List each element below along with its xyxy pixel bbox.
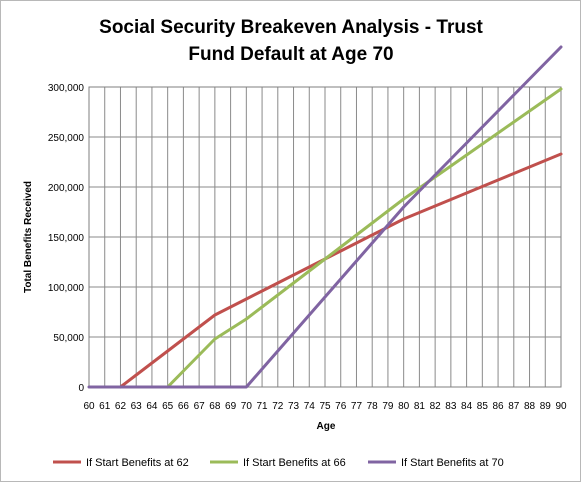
x-tick-label: 68 [209, 401, 221, 412]
gridlines [88, 86, 562, 388]
y-tick-label: 250,000 [48, 133, 85, 144]
x-tick-label: 72 [272, 401, 284, 412]
legend-label: If Start Benefits at 70 [401, 457, 504, 469]
x-tick-label: 76 [335, 401, 347, 412]
x-tick-label: 86 [493, 401, 505, 412]
x-tick-label: 78 [367, 401, 379, 412]
x-tick-label: 90 [555, 401, 567, 412]
legend-item-2: If Start Benefits at 66 [210, 457, 346, 469]
x-tick-label: 80 [398, 401, 410, 412]
x-tick-label: 83 [445, 401, 457, 412]
x-tick-label: 82 [430, 401, 442, 412]
x-tick-label: 64 [146, 401, 158, 412]
x-tick-label: 84 [461, 401, 473, 412]
x-tick-label: 77 [351, 401, 363, 412]
series-line-1 [118, 152, 563, 389]
x-tick-label: 61 [99, 401, 111, 412]
legend-item-1: If Start Benefits at 62 [53, 457, 189, 469]
x-tick-label: 88 [524, 401, 536, 412]
x-tick-label: 89 [540, 401, 552, 412]
series-line-3 [87, 45, 563, 389]
y-axis-tick-labels: 0 50,000 100,000 150,000 200,000 250,000 300,0… [48, 83, 85, 394]
y-tick-label: 150,000 [48, 233, 85, 244]
y-tick-label: 200,000 [48, 183, 85, 194]
x-tick-label: 74 [304, 401, 316, 412]
legend-label: If Start Benefits at 62 [86, 457, 189, 469]
x-tick-label: 71 [257, 401, 269, 412]
legend-label: If Start Benefits at 66 [243, 457, 346, 469]
y-tick-label: 50,000 [53, 333, 84, 344]
x-tick-label: 67 [194, 401, 206, 412]
x-tick-label: 85 [477, 401, 489, 412]
x-tick-label: 69 [225, 401, 237, 412]
x-tick-label: 62 [115, 401, 127, 412]
y-tick-label: 0 [78, 383, 84, 394]
y-tick-label: 300,000 [48, 83, 85, 94]
x-axis-tick-labels: 60 61 62 63 64 65 66 67 68 69 70 71 72 73 74 75 76 77 78 79… [83, 401, 567, 412]
x-tick-label: 65 [162, 401, 174, 412]
x-axis-title: Age [317, 421, 336, 432]
plot-area-border [88, 86, 562, 388]
x-tick-label: 75 [319, 401, 331, 412]
x-tick-label: 87 [508, 401, 520, 412]
x-tick-label: 73 [288, 401, 300, 412]
y-axis-title: Total Benefits Received [23, 181, 34, 293]
y-tick-label: 100,000 [48, 283, 85, 294]
x-tick-label: 66 [178, 401, 190, 412]
legend-item-3: If Start Benefits at 70 [368, 457, 504, 469]
x-tick-label: 63 [131, 401, 143, 412]
series-lines [87, 45, 563, 389]
x-tick-label: 70 [241, 401, 253, 412]
legend: If Start Benefits at 62 If Start Benefits… [53, 457, 504, 469]
chart-title-line-2: Fund Default at Age 70 [188, 44, 393, 65]
chart-title-line-1: Social Security Breakeven Analysis - Tru… [99, 17, 483, 38]
series-line-2 [166, 87, 563, 389]
x-tick-label: 79 [382, 401, 394, 412]
x-tick-label: 60 [83, 401, 95, 412]
x-tick-label: 81 [414, 401, 426, 412]
